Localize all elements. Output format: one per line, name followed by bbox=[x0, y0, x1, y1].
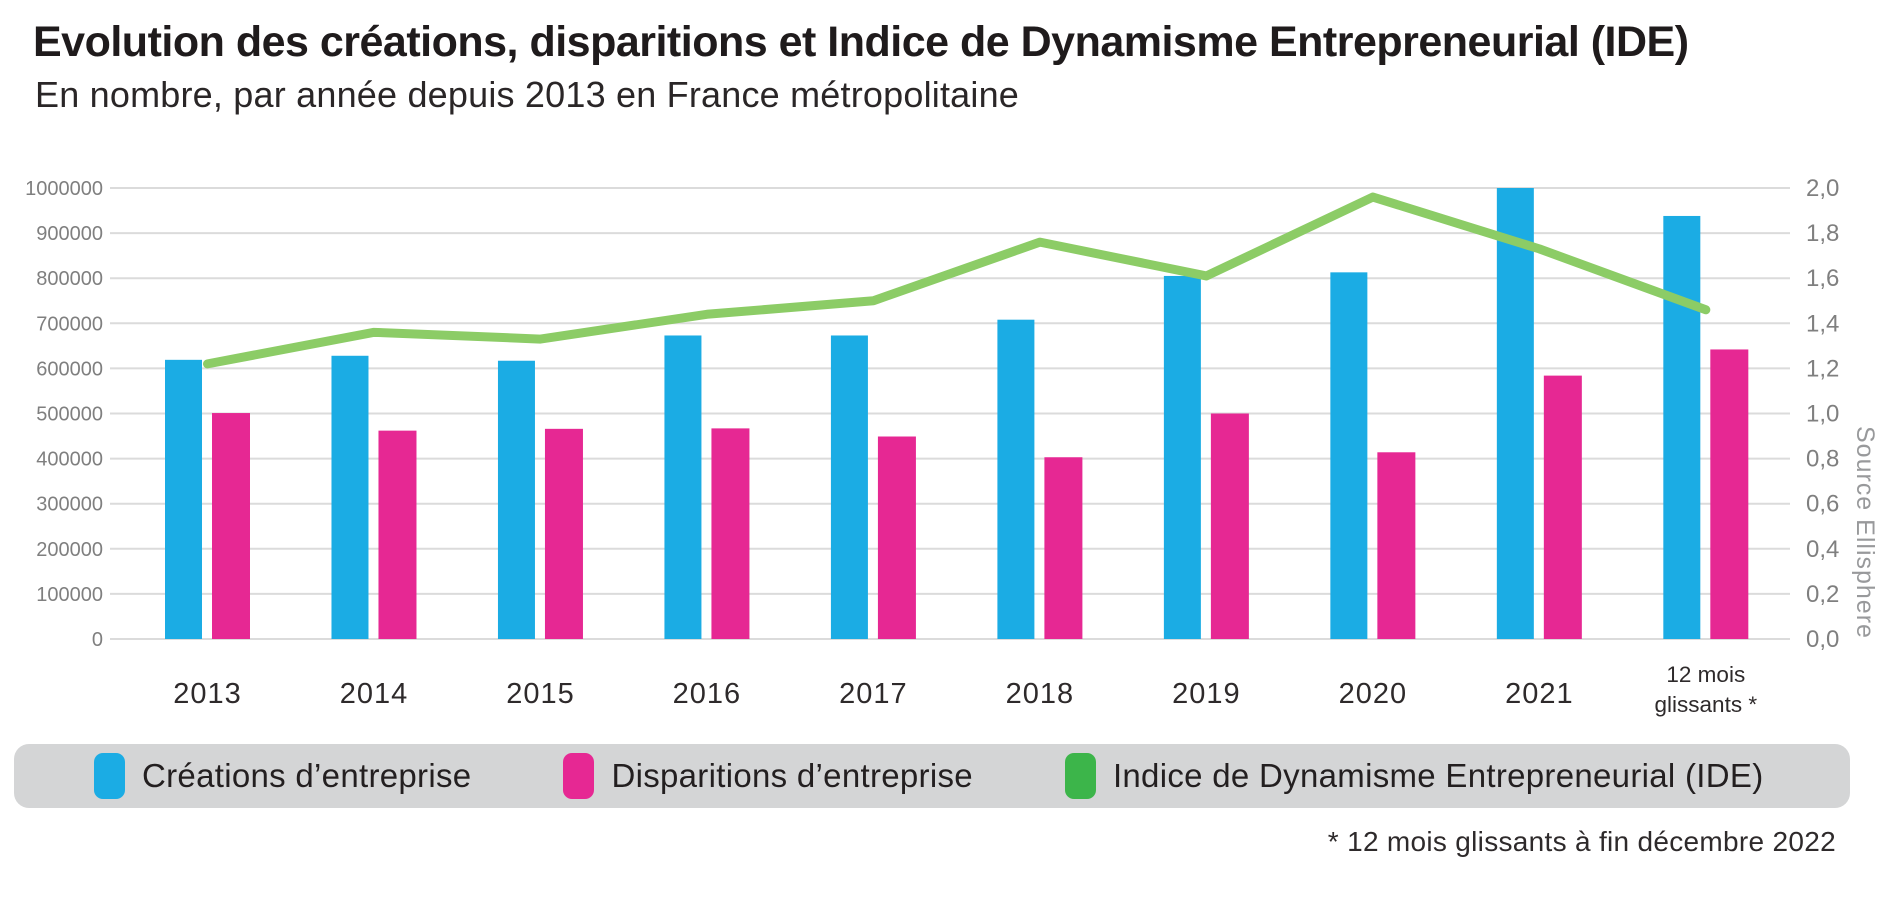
right-axis-tick: 0,2 bbox=[1806, 581, 1839, 608]
legend-item-creations: Créations d’entreprise bbox=[94, 753, 471, 799]
right-axis-tick: 1,6 bbox=[1806, 265, 1839, 292]
x-axis-label: 2021 bbox=[1505, 678, 1574, 710]
ide-line bbox=[203, 192, 1711, 369]
x-axis-label: 2016 bbox=[673, 678, 742, 710]
left-axis-tick: 600000 bbox=[36, 358, 103, 380]
x-axis-label: 2013 bbox=[173, 678, 242, 710]
legend-label-ide: Indice de Dynamisme Entrepreneurial (IDE… bbox=[1112, 757, 1764, 794]
x-axis-label: 2018 bbox=[1006, 678, 1075, 710]
bar-creations bbox=[165, 359, 202, 639]
disparitions-swatch bbox=[563, 753, 595, 799]
left-axis-tick: 100000 bbox=[36, 584, 103, 606]
ide-swatch bbox=[1064, 753, 1096, 799]
left-axis-tick: 400000 bbox=[36, 449, 103, 471]
left-axis-tick: 800000 bbox=[36, 268, 103, 290]
bar-creations bbox=[664, 335, 702, 639]
source-label: Source Ellisphere bbox=[1851, 426, 1879, 639]
left-axis-tick: 700000 bbox=[36, 313, 103, 335]
bar-creations bbox=[331, 355, 369, 639]
left-axis-tick: 1000000 bbox=[25, 178, 103, 200]
left-axis-tick: 300000 bbox=[36, 494, 103, 516]
x-axis-label: 2015 bbox=[506, 678, 575, 710]
legend-item-ide: Indice de Dynamisme Entrepreneurial (IDE… bbox=[1064, 753, 1764, 799]
x-axis-label: glissants * bbox=[1655, 692, 1758, 717]
right-axis-tick: 1,2 bbox=[1806, 355, 1839, 382]
bar-disparitions bbox=[1377, 452, 1416, 639]
bar-creations bbox=[1663, 215, 1701, 639]
bar-disparitions bbox=[711, 428, 750, 639]
left-axis-tick: 200000 bbox=[36, 539, 103, 561]
x-axis-label: 2019 bbox=[1172, 678, 1241, 710]
bar-disparitions bbox=[212, 413, 250, 639]
x-axis-label: 12 mois bbox=[1666, 662, 1745, 687]
left-axis-tick: 0 bbox=[92, 629, 103, 651]
chart-footnote: * 12 mois glissants à fin décembre 2022 bbox=[1327, 826, 1836, 857]
creations-swatch bbox=[94, 753, 125, 799]
chart-legend: Créations d’entreprise Disparitions d’en… bbox=[14, 744, 1850, 808]
legend-label-disparitions: Disparitions d’entreprise bbox=[611, 757, 973, 794]
bar-disparitions bbox=[544, 428, 583, 639]
x-axis-label: 2020 bbox=[1339, 678, 1408, 710]
bar-creations bbox=[830, 335, 868, 639]
right-axis-tick: 0,8 bbox=[1806, 446, 1839, 473]
x-axis-label: 2017 bbox=[839, 678, 908, 710]
bar-creations bbox=[1330, 272, 1368, 639]
right-axis-tick: 1,0 bbox=[1806, 401, 1839, 428]
right-axis-tick: 0,6 bbox=[1806, 491, 1839, 518]
bar-creations bbox=[1163, 275, 1201, 639]
bar-creations bbox=[1496, 188, 1534, 639]
right-axis-tick: 1,8 bbox=[1806, 220, 1839, 247]
right-axis-tick: 0,4 bbox=[1806, 536, 1839, 563]
bar-creations bbox=[997, 319, 1035, 639]
bar-disparitions bbox=[378, 430, 417, 639]
bar-disparitions bbox=[1543, 375, 1582, 639]
x-axis-label: 2014 bbox=[340, 678, 409, 710]
bar-disparitions bbox=[1044, 457, 1083, 639]
bar-disparitions bbox=[1710, 349, 1749, 639]
legend-label-creations: Créations d’entreprise bbox=[142, 757, 472, 794]
bar-disparitions bbox=[1210, 413, 1249, 639]
legend-item-disparitions: Disparitions d’entreprise bbox=[563, 753, 973, 799]
chart-title: Evolution des créations, disparitions et… bbox=[33, 18, 1689, 66]
right-axis-tick: 2,0 bbox=[1806, 175, 1839, 202]
bar-disparitions bbox=[877, 436, 916, 639]
chart-subtitle: En nombre, par année depuis 2013 en Fran… bbox=[35, 74, 1020, 115]
left-axis-tick: 900000 bbox=[36, 223, 103, 245]
right-axis-tick: 0,0 bbox=[1806, 626, 1839, 653]
left-axis-tick: 500000 bbox=[36, 404, 103, 426]
bar-creations bbox=[497, 360, 535, 639]
right-axis-tick: 1,4 bbox=[1806, 310, 1839, 337]
